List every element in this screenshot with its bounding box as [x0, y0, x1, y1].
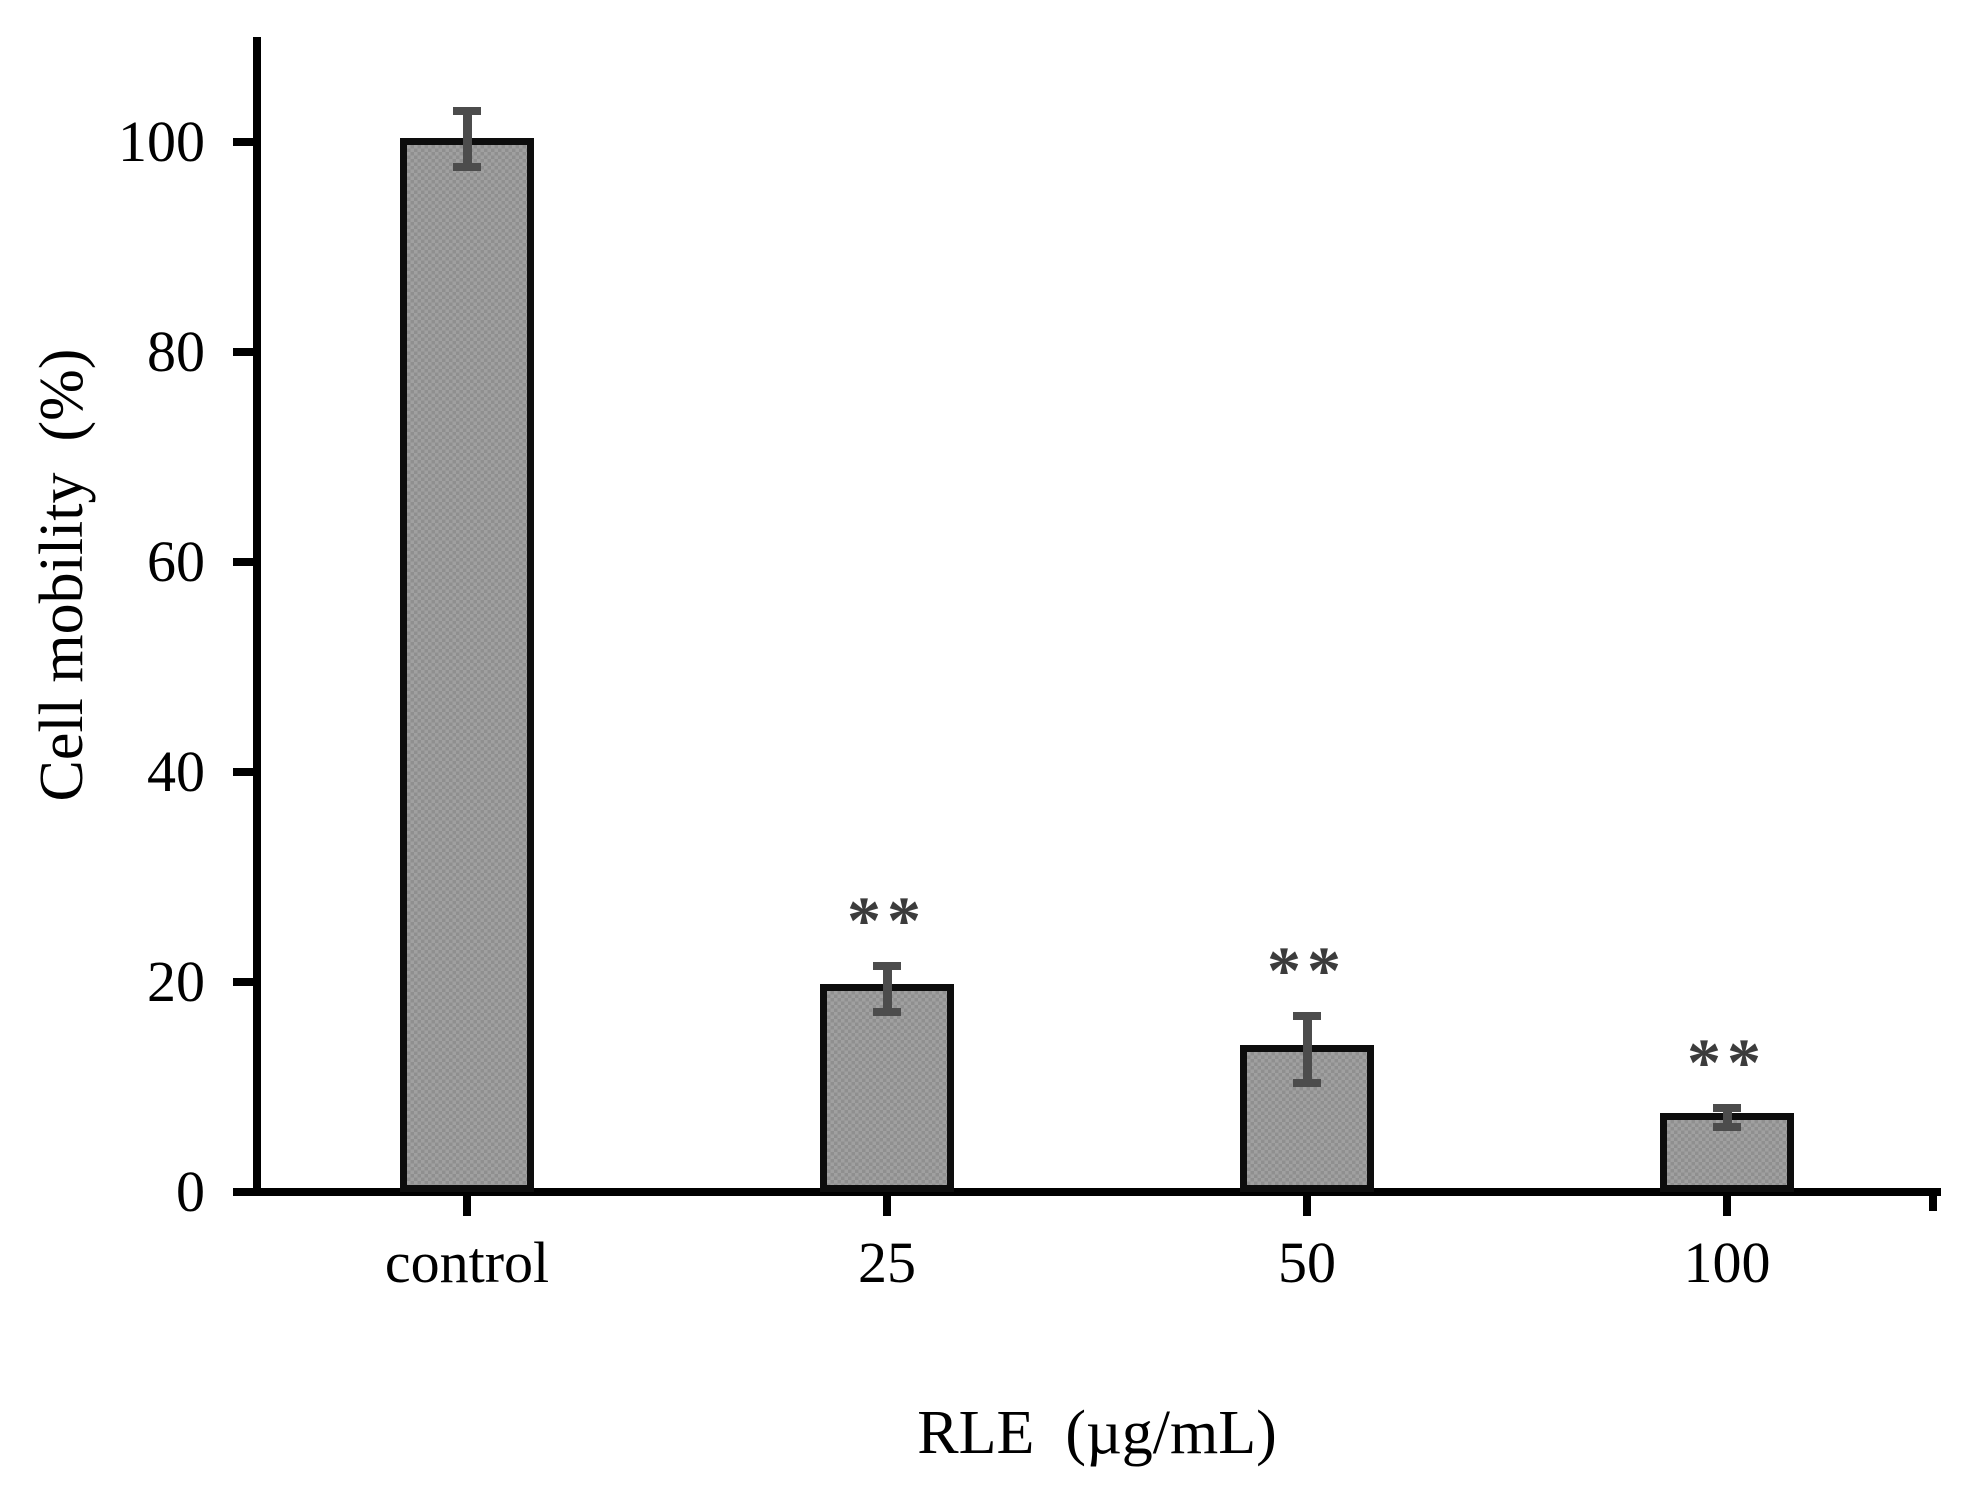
- x-tick-control: [463, 1196, 471, 1216]
- y-axis-line: [253, 37, 261, 1196]
- error-bar-bottom-cap-control: [453, 163, 481, 172]
- y-tick-0: [233, 1188, 253, 1196]
- error-bar-bottom-cap-100: [1713, 1122, 1741, 1131]
- y-tick-label-0: 0: [176, 1159, 205, 1224]
- significance-label-25: **: [847, 882, 927, 959]
- x-tick-25: [883, 1196, 891, 1216]
- x-category-label-100: 100: [1683, 1230, 1771, 1295]
- x-tick-50: [1303, 1196, 1311, 1216]
- x-axis-title: RLE (µg/mL): [917, 1399, 1277, 1467]
- x-category-label-control: control: [384, 1230, 550, 1295]
- error-bar-line-25: [882, 966, 892, 1013]
- x-axis-line: [253, 1188, 1941, 1196]
- bar-control: [400, 138, 534, 1192]
- y-tick-20: [233, 978, 253, 986]
- significance-label-50: **: [1267, 931, 1347, 1008]
- error-bar-line-100: [1722, 1108, 1732, 1127]
- error-bar-top-cap-control: [453, 106, 481, 115]
- y-tick-label-40: 40: [147, 739, 205, 804]
- y-tick-label-60: 60: [147, 529, 205, 594]
- y-tick-60: [233, 558, 253, 566]
- x-tick-100: [1723, 1196, 1731, 1216]
- y-tick-label-20: 20: [147, 949, 205, 1014]
- error-bar-top-cap-25: [873, 962, 901, 971]
- y-tick-label-100: 100: [118, 109, 205, 174]
- bar-50: [1240, 1045, 1374, 1192]
- x-category-label-25: 25: [858, 1230, 916, 1295]
- error-bar-top-cap-50: [1293, 1011, 1321, 1020]
- y-tick-40: [233, 768, 253, 776]
- error-bar-bottom-cap-50: [1293, 1078, 1321, 1087]
- significance-label-100: **: [1687, 1024, 1767, 1100]
- error-bar-line-control: [462, 110, 472, 168]
- y-tick-label-80: 80: [147, 319, 205, 384]
- x-axis-end-tick: [1929, 1196, 1937, 1211]
- error-bar-top-cap-100: [1713, 1104, 1741, 1112]
- y-tick-100: [233, 138, 253, 146]
- x-category-label-50: 50: [1278, 1230, 1336, 1295]
- y-tick-80: [233, 348, 253, 356]
- error-bar-line-50: [1302, 1015, 1312, 1083]
- error-bar-bottom-cap-25: [873, 1008, 901, 1017]
